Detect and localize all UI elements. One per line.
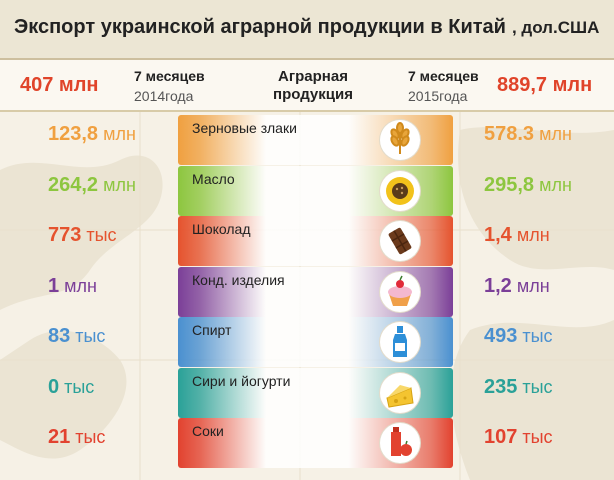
title-bar: Экспорт украинской аграрной продукции в … [0, 0, 614, 60]
category-label: Зерновые злаки [192, 120, 297, 136]
value-2014: 1 млн [48, 275, 97, 298]
value-2015: 1,4 млн [484, 224, 550, 247]
period-2014-year: 2014года [134, 88, 194, 104]
value-2015-number: 235 [484, 375, 518, 398]
value-2014: 0 тыс [48, 376, 94, 399]
value-2014-number: 773 [48, 224, 82, 246]
period-2014-title: 7 месяцев [134, 68, 205, 84]
value-2014-unit: тыс [75, 326, 106, 346]
value-2014-unit: млн [64, 275, 97, 296]
map-background [0, 110, 614, 480]
value-2014-number: 1 [48, 274, 60, 297]
category-label: Сири и йогурти [192, 372, 291, 389]
page-title: Экспорт украинской аграрной продукции в … [14, 16, 599, 39]
value-2014: 264,2 млн [48, 174, 136, 197]
value-2014-number: 264,2 [48, 173, 99, 196]
value-2014: 21 тыс [48, 426, 105, 449]
value-2015: 295,8 млн [484, 174, 572, 197]
value-2014-unit: тыс [75, 427, 106, 447]
category-label: Спирт [192, 322, 232, 338]
value-2014-unit: млн [103, 174, 136, 195]
category-heading: Аграрная продукция [258, 68, 368, 104]
value-2014-number: 83 [48, 325, 71, 347]
cupcake-icon [380, 271, 420, 312]
value-2015-number: 1,4 [484, 224, 512, 246]
category-label: Масло [192, 170, 235, 187]
value-2015-unit: млн [539, 124, 572, 144]
value-2014: 123,8 млн [48, 123, 136, 146]
chocolate-icon [380, 221, 420, 261]
juice-icon [380, 423, 420, 463]
cheese-icon [380, 372, 420, 413]
period-2015-year: 2015года [408, 88, 468, 104]
bottle-icon [380, 322, 420, 362]
value-2015-number: 295,8 [484, 173, 535, 196]
category-heading-line2: продукция [273, 86, 353, 103]
value-2015-unit: млн [516, 275, 550, 296]
category-label: Шоколад [192, 221, 251, 237]
value-2015-number: 493 [484, 325, 518, 347]
value-2014-unit: тыс [64, 376, 95, 397]
value-2014-unit: тыс [86, 225, 117, 245]
value-2015-unit: тыс [522, 427, 553, 447]
value-2014-number: 0 [48, 375, 60, 398]
header-row: 407 млн 7 месяцев 2014года Аграрная прод… [0, 60, 614, 112]
value-2015-unit: тыс [522, 326, 553, 346]
title-unit: , дол.США [511, 18, 600, 37]
value-2014: 773 тыс [48, 224, 117, 247]
value-2015-unit: тыс [522, 376, 553, 397]
value-2014-unit: млн [103, 124, 136, 144]
category-label: Конд. изделия [192, 271, 285, 288]
value-2015: 235 тыс [484, 376, 553, 399]
value-2015: 1,2 млн [484, 275, 550, 298]
period-2015-title: 7 месяцев [408, 68, 479, 84]
value-2015-number: 1,2 [484, 274, 512, 297]
value-2015: 493 тыс [484, 325, 553, 348]
value-2015: 107 тыс [484, 426, 553, 449]
value-2014-number: 123,8 [48, 123, 99, 145]
value-2015: 578.3 млн [484, 123, 572, 146]
value-2015-number: 107 [484, 426, 518, 448]
value-2014-number: 21 [48, 426, 71, 448]
title-text: Экспорт украинской аграрной продукции в … [14, 16, 506, 38]
value-2015-unit: млн [539, 174, 572, 195]
category-label: Соки [192, 423, 224, 439]
category-heading-line1: Аграрная [278, 68, 348, 85]
value-2014: 83 тыс [48, 325, 105, 348]
value-2015-unit: млн [516, 225, 550, 245]
wheat-icon [380, 120, 420, 160]
total-2015: 889,7 млн [497, 74, 593, 96]
value-2015-number: 578.3 [484, 123, 535, 145]
total-2014: 407 млн [20, 74, 99, 96]
sunflower-icon [380, 170, 420, 211]
